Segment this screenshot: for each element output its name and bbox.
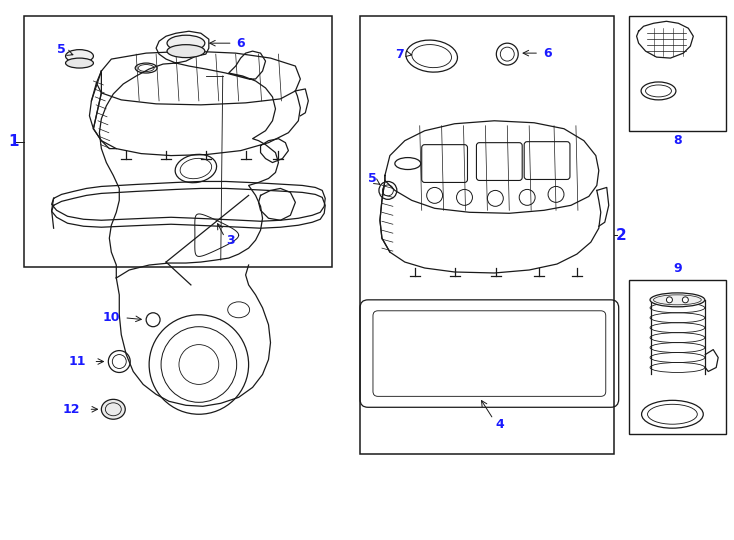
Ellipse shape (167, 35, 205, 51)
Circle shape (683, 297, 688, 303)
Bar (23, 16, 333, 267)
Text: 4: 4 (495, 418, 504, 431)
Bar (628, 16, 726, 131)
Text: 1: 1 (9, 134, 19, 149)
Text: 10: 10 (103, 311, 120, 324)
Text: 5: 5 (57, 43, 66, 56)
Ellipse shape (650, 293, 705, 307)
Ellipse shape (65, 50, 93, 63)
Ellipse shape (167, 45, 205, 58)
Text: 6: 6 (542, 46, 551, 59)
Text: 7: 7 (396, 48, 404, 60)
Text: 8: 8 (673, 134, 682, 147)
Text: 5: 5 (368, 172, 377, 185)
Text: 2: 2 (615, 228, 626, 242)
Text: 9: 9 (673, 261, 682, 274)
Bar (628, 280, 726, 434)
Ellipse shape (65, 58, 93, 68)
Circle shape (666, 297, 672, 303)
Text: 11: 11 (69, 355, 87, 368)
Text: 3: 3 (226, 234, 235, 247)
Text: 12: 12 (63, 403, 80, 416)
Bar (360, 16, 614, 454)
Ellipse shape (101, 400, 126, 419)
Text: 6: 6 (236, 37, 245, 50)
